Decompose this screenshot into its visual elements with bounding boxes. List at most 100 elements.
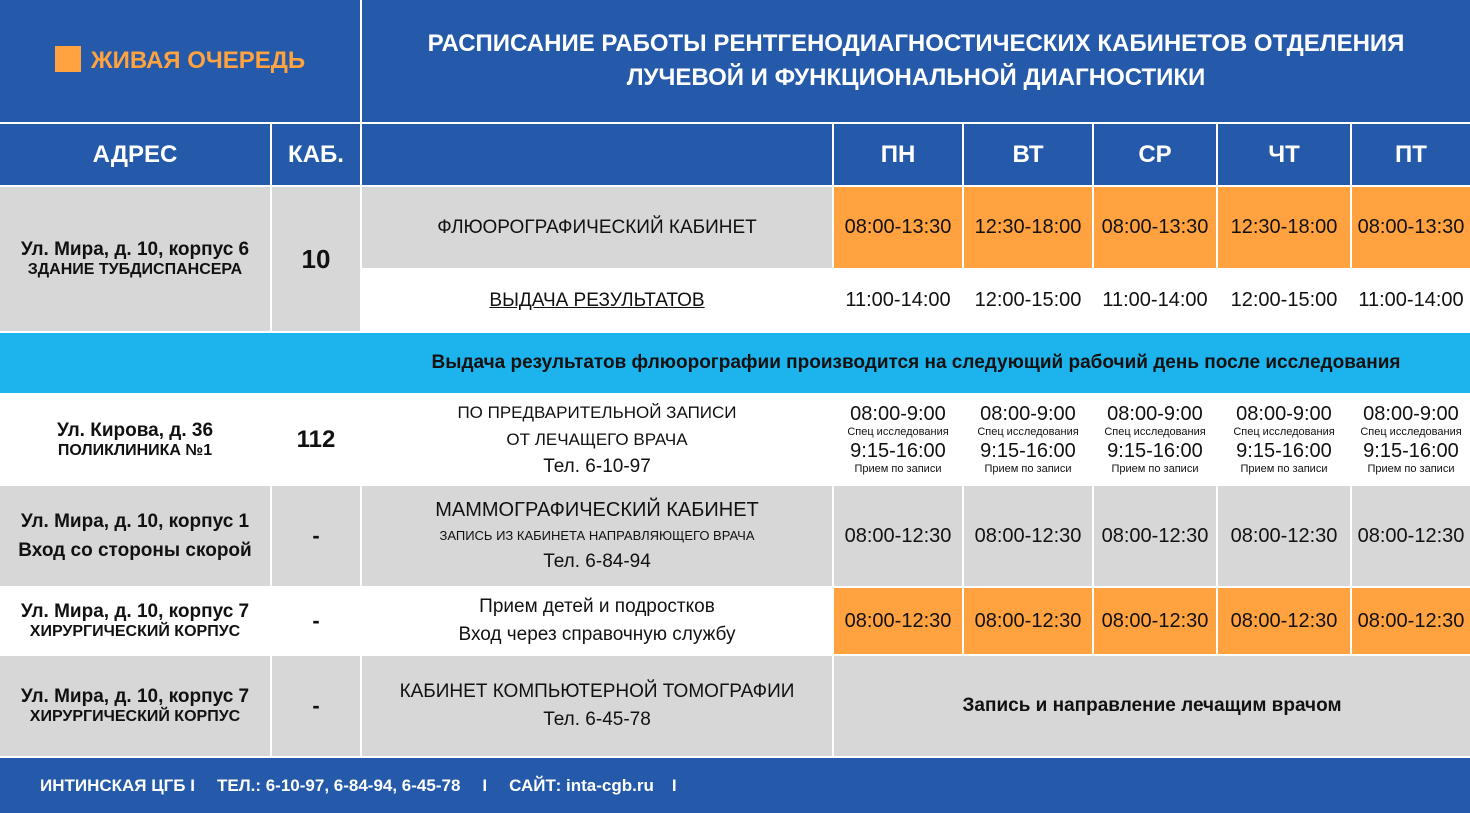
time-cell: 08:00-12:30 (1218, 588, 1350, 654)
page-title: РАСПИСАНИЕ РАБОТЫ РЕНТГЕНОДИАГНОСТИЧЕСКИ… (362, 0, 1470, 122)
address-line: Ул. Мира, д. 10, корпус 7 (20, 601, 250, 622)
service-name: КАБИНЕТ КОМПЬЮТЕРНОЙ ТОМОГРАФИИ (399, 681, 795, 702)
time-cell: 11:00-14:00 (1352, 270, 1470, 331)
time: 08:00-9:00 (1107, 402, 1203, 425)
time-cell: 11:00-14:00 (1094, 270, 1216, 331)
address-cell: Ул. Мира, д. 10, корпус 7 ХИРУРГИЧЕСКИЙ … (0, 656, 270, 756)
room-cell: 10 (272, 187, 360, 331)
footer-org: ИНТИНСКАЯ ЦГБ I (40, 775, 195, 795)
time: 9:15-16:00 (1236, 439, 1332, 462)
time: 9:15-16:00 (980, 439, 1076, 462)
time-cell: 08:00-12:30 (834, 588, 962, 654)
col-day: ВТ (964, 124, 1092, 185)
time-cell: 08:00-9:00 Спец исследования 9:15-16:00 При… (964, 395, 1092, 484)
service-note: ЗАПИСЬ ИЗ КАБИНЕТА НАПРАВЛЯЮЩЕГО ВРАЧА (439, 528, 755, 543)
address-line: Ул. Мира, д. 10, корпус 1 (20, 511, 250, 532)
building-name: ЗДАНИЕ ТУБДИСПАНСЕРА (27, 261, 243, 278)
time-cell: 12:00-15:00 (1218, 270, 1350, 331)
col-day: ЧТ (1218, 124, 1350, 185)
service-cell: КАБИНЕТ КОМПЬЮТЕРНОЙ ТОМОГРАФИИ Тел. 6-4… (362, 656, 832, 756)
footer: ИНТИНСКАЯ ЦГБ I ТЕЛ.: 6-10-97, 6-84-94, … (0, 758, 1470, 813)
time-cell: 08:00-13:30 (1094, 187, 1216, 268)
time: 08:00-9:00 (1236, 402, 1332, 425)
results-cell: ВЫДАЧА РЕЗУЛЬТАТОВ (362, 270, 832, 331)
time-cell: 11:00-14:00 (834, 270, 962, 331)
time-cell: 12:30-18:00 (964, 187, 1092, 268)
time-cell: 08:00-13:30 (1352, 187, 1470, 268)
room-cell: - (272, 486, 360, 586)
time: 08:00-9:00 (850, 402, 946, 425)
note: Прием по записи (1240, 462, 1328, 475)
footer-phones: ТЕЛ.: 6-10-97, 6-84-94, 6-45-78 (216, 775, 461, 795)
service-line: ПО ПРЕДВАРИТЕЛЬНОЙ ЗАПИСИ (457, 403, 737, 422)
time: 9:15-16:00 (850, 439, 946, 462)
time-cell: 08:00-12:30 (1352, 588, 1470, 654)
live-queue-label: ЖИВАЯ ОЧЕРЕДЬ (0, 0, 360, 122)
note: Спец исследования (847, 425, 949, 438)
col-day: ПТ (1352, 124, 1470, 185)
service-line: ОТ ЛЕЧАЩЕГО ВРАЧА (506, 430, 688, 449)
address-cell: Ул. Мира, д. 10, корпус 1 Вход со сторон… (0, 486, 270, 586)
time-cell: 12:00-15:00 (964, 270, 1092, 331)
note: Спец исследования (977, 425, 1079, 438)
time-cell: 08:00-13:30 (834, 187, 962, 268)
footer-separator: I (671, 775, 677, 795)
time-cell: 08:00-12:30 (1094, 486, 1216, 586)
building-name: ХИРУРГИЧЕСКИЙ КОРПУС (29, 708, 241, 725)
footer-separator: I (482, 775, 488, 795)
results-link[interactable]: ВЫДАЧА РЕЗУЛЬТАТОВ (489, 289, 705, 311)
time-cell: 08:00-9:00 Спец исследования 9:15-16:00 При… (1218, 395, 1350, 484)
time-cell: 08:00-12:30 (1094, 588, 1216, 654)
address-line: Ул. Кирова, д. 36 (56, 419, 214, 441)
service-name: ФЛЮОРОГРАФИЧЕСКИЙ КАБИНЕТ (362, 187, 832, 268)
time: 08:00-9:00 (980, 402, 1076, 425)
address-line: Ул. Мира, д. 10, корпус 6 (20, 239, 250, 260)
col-day: ПН (834, 124, 962, 185)
time-cell: 08:00-9:00 Спец исследования 9:15-16:00 При… (1352, 395, 1470, 484)
room-cell: - (272, 588, 360, 654)
address-line: Ул. Мира, д. 10, корпус 7 (20, 686, 250, 707)
live-queue-text: ЖИВАЯ ОЧЕРЕДЬ (90, 47, 306, 74)
phone: Тел. 6-84-94 (543, 551, 651, 572)
phone: Тел. 6-10-97 (543, 456, 651, 477)
time-cell: 12:30-18:00 (1218, 187, 1350, 268)
note: Прием по записи (854, 462, 942, 475)
orange-square-icon (54, 46, 81, 72)
service-name: МАММОГРАФИЧЕСКИЙ КАБИНЕТ (435, 499, 759, 521)
note: Спец исследования (1104, 425, 1206, 438)
address-cell: Ул. Кирова, д. 36 ПОЛИКЛИНИКА №1 (0, 395, 270, 484)
col-day: СР (1094, 124, 1216, 185)
service-cell: ПО ПРЕДВАРИТЕЛЬНОЙ ЗАПИСИ ОТ ЛЕЧАЩЕГО ВР… (362, 395, 832, 484)
time: 9:15-16:00 (1107, 439, 1203, 462)
col-address: АДРЕС (0, 124, 270, 185)
notice-banner: Выдача результатов флюорографии производ… (0, 333, 1470, 393)
service-line: Вход через справочную службу (458, 624, 736, 645)
room-cell: - (272, 656, 360, 756)
time-cell: 08:00-12:30 (964, 486, 1092, 586)
building-name: ПОЛИКЛИНИКА №1 (57, 441, 213, 459)
ct-schedule: Запись и направление лечащим врачом (834, 656, 1470, 756)
col-service (362, 124, 832, 185)
service-cell: Прием детей и подростков Вход через спра… (362, 588, 832, 654)
address-note: Вход со стороны скорой (18, 540, 252, 561)
time-cell: 08:00-12:30 (1352, 486, 1470, 586)
time-cell: 08:00-9:00 Спец исследования 9:15-16:00 При… (834, 395, 962, 484)
footer-site[interactable]: САЙТ: inta-cgb.ru (509, 775, 654, 795)
room-cell: 112 (272, 395, 360, 484)
time-cell: 08:00-12:30 (1218, 486, 1350, 586)
building-name: ХИРУРГИЧЕСКИЙ КОРПУС (29, 623, 241, 640)
time-cell: 08:00-12:30 (834, 486, 962, 586)
note: Спец исследования (1233, 425, 1335, 438)
time-cell: 08:00-9:00 Спец исследования 9:15-16:00 При… (1094, 395, 1216, 484)
phone: Тел. 6-45-78 (543, 709, 651, 730)
note: Спец исследования (1360, 425, 1462, 438)
time: 9:15-16:00 (1363, 439, 1459, 462)
time-cell: 08:00-12:30 (964, 588, 1092, 654)
service-line: Прием детей и подростков (479, 596, 715, 617)
note: Прием по записи (1111, 462, 1199, 475)
address-cell: Ул. Мира, д. 10, корпус 6 ЗДАНИЕ ТУБДИСП… (0, 187, 270, 331)
service-cell: МАММОГРАФИЧЕСКИЙ КАБИНЕТ ЗАПИСЬ ИЗ КАБИН… (362, 486, 832, 586)
col-room: КАБ. (272, 124, 360, 185)
address-cell: Ул. Мира, д. 10, корпус 7 ХИРУРГИЧЕСКИЙ … (0, 588, 270, 654)
